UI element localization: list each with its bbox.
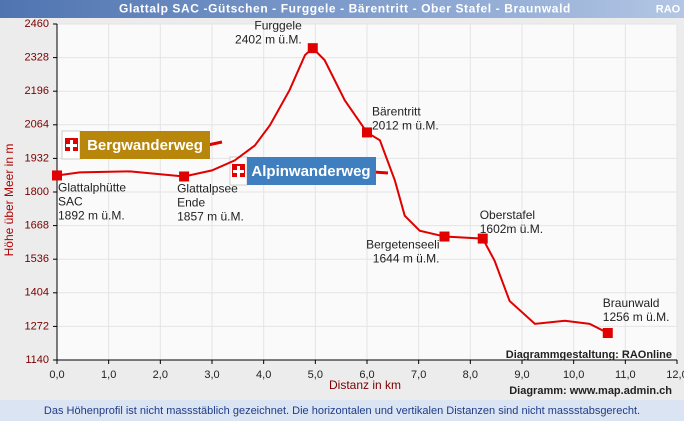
x-tick-label: 12,0 — [666, 369, 684, 381]
waypoint-label: 2012 m ü.M. — [372, 119, 439, 133]
sign-label: Bergwanderweg — [87, 137, 203, 154]
credit: Diagrammgestaltung: RAOnline — [506, 349, 672, 361]
waypoint-label: Glattalphütte — [58, 181, 126, 195]
waypoint-marker — [179, 171, 190, 182]
title-bar — [0, 0, 684, 18]
y-tick-label: 2064 — [25, 119, 49, 131]
x-tick-label: 5,0 — [308, 369, 323, 381]
y-tick-label: 1800 — [25, 186, 49, 198]
y-tick-label: 2196 — [25, 85, 49, 97]
waypoint-label: Bergetenseeli — [366, 238, 439, 252]
x-tick-label: 11,0 — [615, 369, 636, 381]
y-tick-label: 1272 — [25, 320, 49, 332]
waypoint-label: Glattalpsee — [177, 182, 238, 196]
y-tick-label: 1536 — [25, 253, 49, 265]
x-tick-label: 7,0 — [411, 369, 426, 381]
waypoint-marker — [439, 231, 450, 242]
sign — [247, 157, 376, 185]
x-tick-label: 1,0 — [101, 369, 116, 381]
x-tick-label: 3,0 — [204, 369, 219, 381]
waypoint-marker — [477, 233, 488, 244]
y-tick-label: 2460 — [25, 18, 49, 30]
title: Glattalp SAC -Gütschen - Furggele - Bäre… — [119, 2, 571, 16]
y-tick-label: 1404 — [25, 287, 49, 299]
waypoint-marker — [602, 328, 613, 339]
waypoint-label: SAC — [58, 195, 83, 209]
waypoint-label: 1644 m ü.M. — [373, 252, 440, 266]
footer-note: Das Höhenprofil ist nicht massstäblich g… — [44, 405, 640, 417]
y-tick-label: 1668 — [25, 220, 49, 232]
y-tick-label: 1932 — [25, 152, 49, 164]
waypoint-marker — [362, 127, 372, 138]
y-tick-label: 2328 — [25, 52, 49, 64]
waypoint-label: Oberstafel — [480, 208, 535, 222]
x-tick-label: 4,0 — [256, 369, 271, 381]
x-tick-label: 9,0 — [514, 369, 529, 381]
x-tick-label: 6,0 — [359, 369, 374, 381]
x-tick-label: 10,0 — [563, 369, 584, 381]
waypoint-label: 1602m ü.M. — [480, 222, 543, 236]
waypoint-label: Braunwald — [603, 296, 660, 310]
swiss-cross — [66, 140, 77, 151]
x-tick-label: 0,0 — [49, 369, 64, 381]
waypoint-label: Bärentritt — [372, 105, 421, 119]
waypoint-marker — [52, 170, 62, 181]
y-axis-label: Höhe über Meer in m — [2, 144, 16, 257]
sign — [80, 131, 210, 159]
sign-label: Alpinwanderweg — [251, 163, 370, 180]
waypoint-label: Ende — [177, 196, 205, 210]
x-axis-label: Distanz in km — [329, 378, 401, 392]
x-tick-label: 8,0 — [463, 369, 478, 381]
waypoint-label: 2402 m ü.M. — [235, 32, 302, 46]
footer-bar — [0, 400, 684, 421]
waypoint-label: 1892 m ü.M. — [58, 209, 125, 223]
waypoint-label: 1857 m ü.M. — [177, 210, 244, 224]
waypoint-label: 1256 m ü.M. — [603, 310, 670, 324]
profile-line — [56, 46, 609, 334]
credit: Diagramm: www.map.admin.ch — [509, 385, 672, 397]
waypoint-marker — [307, 43, 318, 54]
y-tick-label: 1140 — [25, 354, 49, 366]
logo: RAO — [656, 3, 681, 15]
sign-pointer — [373, 170, 389, 175]
x-tick-label: 2,0 — [153, 369, 168, 381]
sign-pointer — [207, 140, 223, 147]
waypoint-label: Furggele — [254, 18, 302, 32]
swiss-cross — [233, 166, 244, 177]
